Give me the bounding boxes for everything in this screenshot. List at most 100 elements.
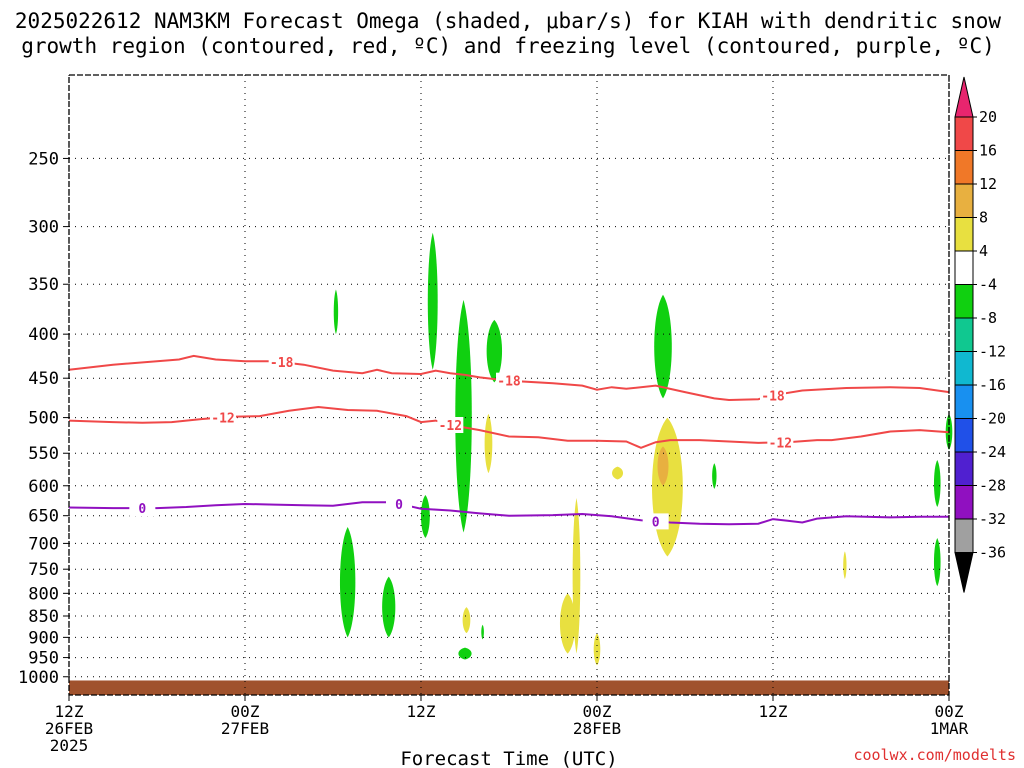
colorbar-label: 8: [979, 209, 988, 227]
omega-shading: [69, 232, 953, 695]
y-tick-label: 800: [28, 584, 59, 604]
omega-region: [481, 624, 484, 640]
terrain-band: [69, 680, 949, 695]
x-tick-label: 00Z: [935, 702, 964, 721]
omega-region: [462, 607, 471, 634]
colorbar-swatch: [954, 284, 974, 319]
colorbar-label: 12: [979, 175, 997, 193]
omega-region: [484, 413, 493, 474]
colorbar-label: -20: [979, 410, 1006, 428]
colorbar-label: -32: [979, 510, 1006, 528]
contour-label-bg: [767, 434, 794, 451]
omega-region: [382, 576, 396, 638]
y-tick-label: 900: [28, 628, 59, 648]
contour-label: -12: [769, 436, 792, 451]
y-tick-label: 750: [28, 560, 59, 580]
colorbar-swatch: [954, 250, 974, 285]
omega-region: [421, 494, 430, 539]
colorbar-label: -16: [979, 376, 1006, 394]
contour-label-bg: [268, 354, 295, 371]
omega-region: [458, 647, 472, 660]
y-tick-label: 450: [28, 369, 59, 389]
contour-lines: -18 -18 -18 -12 -12 -12 0 0 0: [68, 354, 950, 530]
omega-region: [486, 319, 503, 383]
x-tick-label: 12Z: [55, 702, 84, 721]
colorbar-swatch: [954, 384, 974, 419]
contour-label-bg: [437, 416, 464, 433]
contour-label: -18: [497, 375, 521, 390]
x-tick-label: 12Z: [759, 702, 788, 721]
colorbar-label: 20: [979, 108, 997, 126]
omega-region: [612, 466, 624, 480]
omega-region: [712, 463, 717, 489]
y-tick-label: 400: [28, 325, 59, 345]
x-tick-label: 27FEB: [221, 719, 269, 738]
x-tick-label: 1MAR: [930, 719, 969, 738]
colorbar-swatch: [954, 150, 974, 185]
colorbar-label: -36: [979, 544, 1006, 562]
x-tick-label: 00Z: [231, 702, 260, 721]
contour-label-bg: [496, 372, 522, 389]
plot-frame: [68, 74, 950, 696]
contour-label-bg: [642, 513, 669, 530]
x-axis-label: Forecast Time (UTC): [400, 748, 617, 768]
colorbar-swatch: [954, 116, 974, 151]
contour-line: [68, 405, 950, 449]
colorbar-label: 16: [979, 142, 997, 160]
colorbar: 20 16 12 8 4 -4 -8 -12 -16 -20 -24 -28 -32 -36: [954, 76, 1006, 593]
x-tick-label: 00Z: [583, 702, 612, 721]
omega-region: [657, 446, 669, 486]
omega-region: [843, 551, 847, 580]
y-tick-label: 250: [28, 149, 59, 169]
contour-label-bg: [210, 409, 236, 426]
y-axis-ticks: 2503003504004505005506006507007508008509…: [18, 149, 69, 688]
omega-region: [933, 538, 941, 587]
colorbar-label: -24: [979, 443, 1006, 461]
y-tick-label: 850: [28, 607, 59, 627]
colorbar-label: -28: [979, 477, 1006, 495]
contour-label: -12: [439, 419, 462, 434]
x-tick-label: 28FEB: [573, 719, 621, 738]
contour-label: 0: [138, 502, 146, 517]
colorbar-swatch: [954, 451, 974, 486]
omega-region: [559, 593, 576, 654]
title-line-2: growth region (contoured, red, ºC) and f…: [21, 34, 995, 58]
colorbar-label: 4: [979, 242, 988, 260]
contour-label: 0: [395, 498, 403, 513]
y-tick-label: 1000: [18, 668, 59, 688]
contour-label-bg: [386, 495, 412, 512]
x-tick-label: 26FEB: [45, 719, 93, 738]
omega-region: [333, 289, 339, 335]
y-tick-label: 550: [28, 444, 59, 464]
x-tick-label: 12Z: [407, 702, 436, 721]
y-tick-label: 600: [28, 477, 59, 497]
y-tick-label: 300: [28, 218, 59, 238]
colorbar-label: -8: [979, 309, 997, 327]
contour-label: -12: [211, 411, 234, 426]
colorbar-swatch: [954, 518, 974, 553]
contour-line: [68, 501, 949, 526]
colorbar-swatch: [954, 317, 974, 352]
colorbar-swatch: [954, 418, 974, 453]
omega-region: [339, 527, 356, 638]
y-tick-label: 650: [28, 507, 59, 527]
omega-region: [652, 417, 683, 557]
contour-label-bg: [129, 500, 156, 517]
omega-region: [933, 459, 941, 507]
contour-label: 0: [652, 515, 660, 530]
omega-region: [455, 299, 472, 533]
colorbar-label: -4: [979, 276, 997, 294]
title-line-1: 2025022612 NAM3KM Forecast Omega (shaded…: [15, 9, 1002, 33]
colorbar-swatch: [954, 217, 974, 252]
colorbar-swatch: [954, 351, 974, 386]
contour-label: -18: [270, 356, 294, 371]
omega-region: [427, 232, 438, 370]
credit-text[interactable]: coolwx.com/modelts: [853, 746, 1016, 764]
x-tick-label: 2025: [50, 736, 89, 755]
y-tick-label: 700: [28, 534, 59, 554]
colorbar-arrow-bottom: [954, 552, 974, 593]
colorbar-swatch: [954, 183, 974, 218]
contour-label: -18: [761, 389, 785, 404]
